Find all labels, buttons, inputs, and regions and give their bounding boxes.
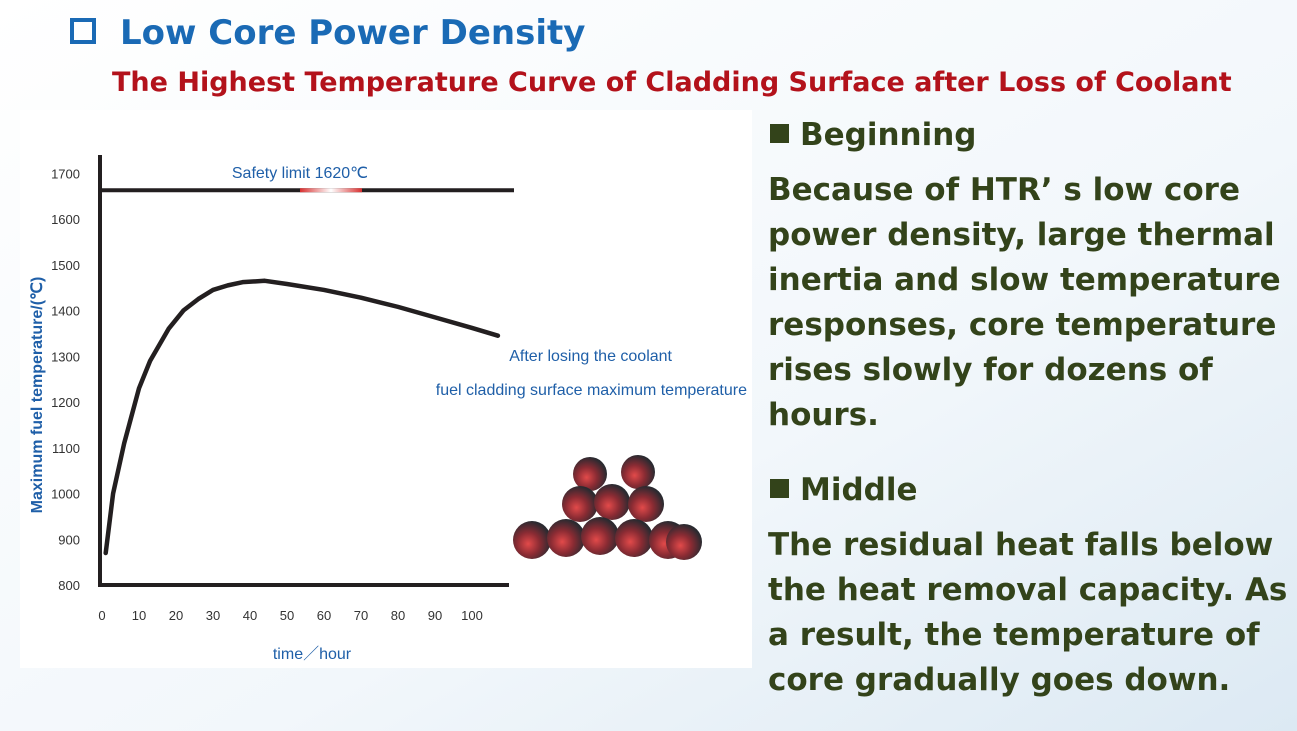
safety-limit-glow	[300, 188, 362, 193]
pebble	[594, 484, 630, 520]
pebbles	[513, 455, 702, 560]
section-text: the heat removal capacity. As	[768, 572, 1287, 608]
section-text: responses, core temperature	[768, 307, 1276, 343]
annotation: fuel cladding surface maximum temperatur…	[436, 382, 747, 399]
y-axis-label: Maximum fuel temperature/(℃)	[29, 277, 46, 514]
section-text: hours.	[768, 397, 879, 433]
x-tick-label: 100	[461, 608, 483, 623]
y-tick-label: 1100	[52, 441, 80, 456]
section-text: power density, large thermal	[768, 217, 1275, 253]
y-tick-label: 1600	[51, 212, 80, 227]
y-tick-label: 1400	[51, 304, 80, 319]
y-tick-label: 1500	[51, 258, 80, 273]
y-tick-label: 1700	[51, 166, 80, 181]
x-tick-label: 10	[132, 608, 146, 623]
x-tick-label: 0	[98, 608, 105, 623]
slide-subtitle: The Highest Temperature Curve of Claddin…	[112, 67, 1232, 98]
pebble	[562, 486, 598, 522]
pebble	[573, 457, 607, 491]
y-tick-label: 900	[58, 532, 80, 547]
x-tick-label: 70	[354, 608, 368, 623]
title-bullet	[70, 18, 96, 44]
section-text: The residual heat falls below	[768, 527, 1273, 563]
x-tick-label: 90	[428, 608, 442, 623]
text-panel: Beginning Because of HTR’ s low core power…	[768, 117, 1287, 698]
x-axis-label: time／hour	[273, 646, 352, 663]
y-tick-label: 1000	[51, 487, 80, 502]
x-tick-label: 40	[243, 608, 257, 623]
pebble	[628, 486, 664, 522]
chart: 800 900 1000 1100 1200 1300 1400 1500 1600 1700 0 1…	[29, 155, 747, 663]
safety-limit-label: Safety limit 1620℃	[232, 165, 368, 182]
temperature-curve	[103, 278, 501, 556]
section-text: inertia and slow temperature	[768, 262, 1281, 298]
x-tick-label: 50	[280, 608, 294, 623]
section-text: core gradually goes down.	[768, 662, 1230, 698]
section-text: Because of HTR’ s low core	[768, 172, 1240, 208]
y-tick-label: 1200	[51, 395, 80, 410]
section-heading: Beginning	[800, 117, 977, 153]
pebble	[666, 524, 702, 560]
section-text: a result, the temperature of	[768, 617, 1260, 653]
x-tick-label: 30	[206, 608, 220, 623]
bullet	[770, 124, 789, 143]
bullet	[770, 479, 789, 498]
annotation: After losing the coolant	[509, 348, 672, 365]
pebble	[621, 455, 655, 489]
section-text: rises slowly for dozens of	[768, 352, 1213, 388]
pebble	[513, 521, 551, 559]
x-tick-label: 60	[317, 608, 331, 623]
y-tick-label: 1300	[51, 349, 80, 364]
pebble	[547, 519, 585, 557]
y-tick-label: 800	[58, 578, 80, 593]
slide-title: Low Core Power Density	[120, 13, 585, 53]
section-heading: Middle	[800, 472, 918, 508]
pebble	[615, 519, 653, 557]
pebble	[581, 517, 619, 555]
x-tick-label: 80	[391, 608, 405, 623]
chart-panel	[20, 110, 752, 668]
x-tick-label: 20	[169, 608, 183, 623]
